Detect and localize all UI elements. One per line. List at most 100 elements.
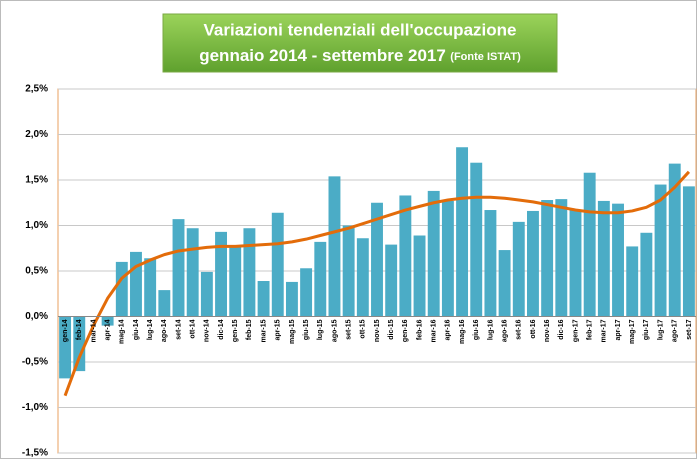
bar xyxy=(413,235,426,317)
x-tick-label: feb-17 xyxy=(587,319,594,340)
x-tick-label: gen-16 xyxy=(402,319,409,342)
x-tick-label: ott-15 xyxy=(360,319,367,338)
subtitle: gennaio 2014 - settembre 2017 xyxy=(199,46,446,65)
x-tick-label: mag-17 xyxy=(629,319,636,344)
y-tick-label: -1,0% xyxy=(22,402,48,413)
bar xyxy=(399,195,412,317)
chart-title: Variazioni tendenziali dell'occupazione xyxy=(204,20,517,39)
bar xyxy=(158,290,171,317)
bar xyxy=(200,271,213,317)
x-tick-label: ott-14 xyxy=(190,319,197,338)
bar xyxy=(541,200,554,317)
x-tick-label: nov-14 xyxy=(204,319,211,342)
bar xyxy=(569,210,582,317)
x-tick-label: lug-14 xyxy=(147,319,154,340)
bar xyxy=(356,238,369,317)
bar xyxy=(626,246,639,317)
bar xyxy=(654,184,667,317)
y-tick-label: -0,5% xyxy=(22,357,48,368)
x-tick-label: lug-17 xyxy=(657,319,664,340)
bar xyxy=(144,258,157,317)
bar xyxy=(527,210,539,317)
x-tick-label: set-16 xyxy=(516,319,523,339)
bar xyxy=(328,176,341,317)
x-tick-label: dic-14 xyxy=(218,319,225,339)
bar xyxy=(186,228,199,317)
x-tick-label: apr-15 xyxy=(275,319,282,340)
y-tick-label: 0,5% xyxy=(25,266,48,277)
x-tick-label: apr-17 xyxy=(615,319,622,340)
bar xyxy=(172,219,185,317)
source: (Fonte ISTAT) xyxy=(450,51,521,63)
bar xyxy=(257,281,270,317)
x-tick-label: feb-14 xyxy=(76,319,83,340)
x-tick-label: apr-14 xyxy=(104,319,111,340)
chart-subtitle: gennaio 2014 - settembre 2017 (Fonte IST… xyxy=(199,46,521,65)
bar xyxy=(271,212,284,317)
bar xyxy=(243,228,256,317)
x-tick-label: ago-17 xyxy=(672,319,679,342)
x-tick-label: ago-16 xyxy=(501,319,508,342)
bar xyxy=(668,163,681,317)
x-tick-label: lug-15 xyxy=(317,319,324,340)
y-tick-label: -1,5% xyxy=(22,448,48,459)
x-tick-label: giu-15 xyxy=(303,319,310,340)
bar xyxy=(470,162,483,317)
x-tick-label: mag-14 xyxy=(119,319,126,344)
bar xyxy=(342,225,355,317)
x-tick-label: mar-17 xyxy=(601,319,608,342)
bar xyxy=(115,261,128,317)
x-tick-label: dic-16 xyxy=(558,319,565,339)
bar xyxy=(583,172,596,317)
bar xyxy=(597,200,610,317)
x-tick-label: dic-15 xyxy=(388,319,395,339)
bar xyxy=(229,246,242,317)
x-tick-label: mar-14 xyxy=(90,319,97,342)
bar xyxy=(682,186,695,317)
x-tick-label: nov-15 xyxy=(374,319,381,342)
y-tick-label: 2,0% xyxy=(25,129,48,140)
x-tick-label: gen-15 xyxy=(232,319,239,342)
x-tick-label: set-14 xyxy=(175,319,182,339)
bar xyxy=(73,316,86,372)
x-tick-label: giu-16 xyxy=(473,319,480,340)
y-tick-label: 2,5% xyxy=(25,84,48,95)
x-tick-label: set-17 xyxy=(686,319,693,339)
x-tick-label: nov-16 xyxy=(544,319,551,342)
bar xyxy=(215,231,227,317)
bar xyxy=(101,316,114,326)
bar xyxy=(59,316,72,379)
bar xyxy=(385,244,398,317)
bar xyxy=(456,147,469,317)
x-tick-label: mar-15 xyxy=(260,319,267,342)
bar xyxy=(314,241,327,317)
bar xyxy=(498,250,511,317)
x-tick-label: mag-15 xyxy=(289,319,296,344)
y-tick-label: 0,0% xyxy=(25,311,48,322)
bar xyxy=(640,232,653,317)
x-tick-label: apr-16 xyxy=(445,319,452,340)
x-tick-label: ago-15 xyxy=(331,319,338,342)
x-tick-label: ott-16 xyxy=(530,319,537,338)
bar xyxy=(427,190,440,317)
x-tick-label: lug-16 xyxy=(487,319,494,340)
x-tick-label: feb-15 xyxy=(246,319,253,340)
bar xyxy=(130,251,142,317)
x-tick-label: ago-14 xyxy=(161,319,168,342)
bar xyxy=(484,210,497,317)
bar xyxy=(300,268,313,317)
x-tick-label: giu-17 xyxy=(643,319,650,340)
bar xyxy=(285,281,298,317)
y-tick-label: 1,5% xyxy=(25,175,48,186)
x-tick-label: gen-14 xyxy=(62,319,69,342)
bar xyxy=(441,200,454,317)
x-tick-label: gen-17 xyxy=(572,319,579,342)
y-tick-label: 1,0% xyxy=(25,220,48,231)
trend-line xyxy=(63,170,691,397)
bar xyxy=(555,199,568,317)
title-box xyxy=(162,13,558,73)
bar xyxy=(512,221,525,317)
x-tick-label: mag-16 xyxy=(459,319,466,344)
x-tick-label: giu-14 xyxy=(133,319,140,340)
